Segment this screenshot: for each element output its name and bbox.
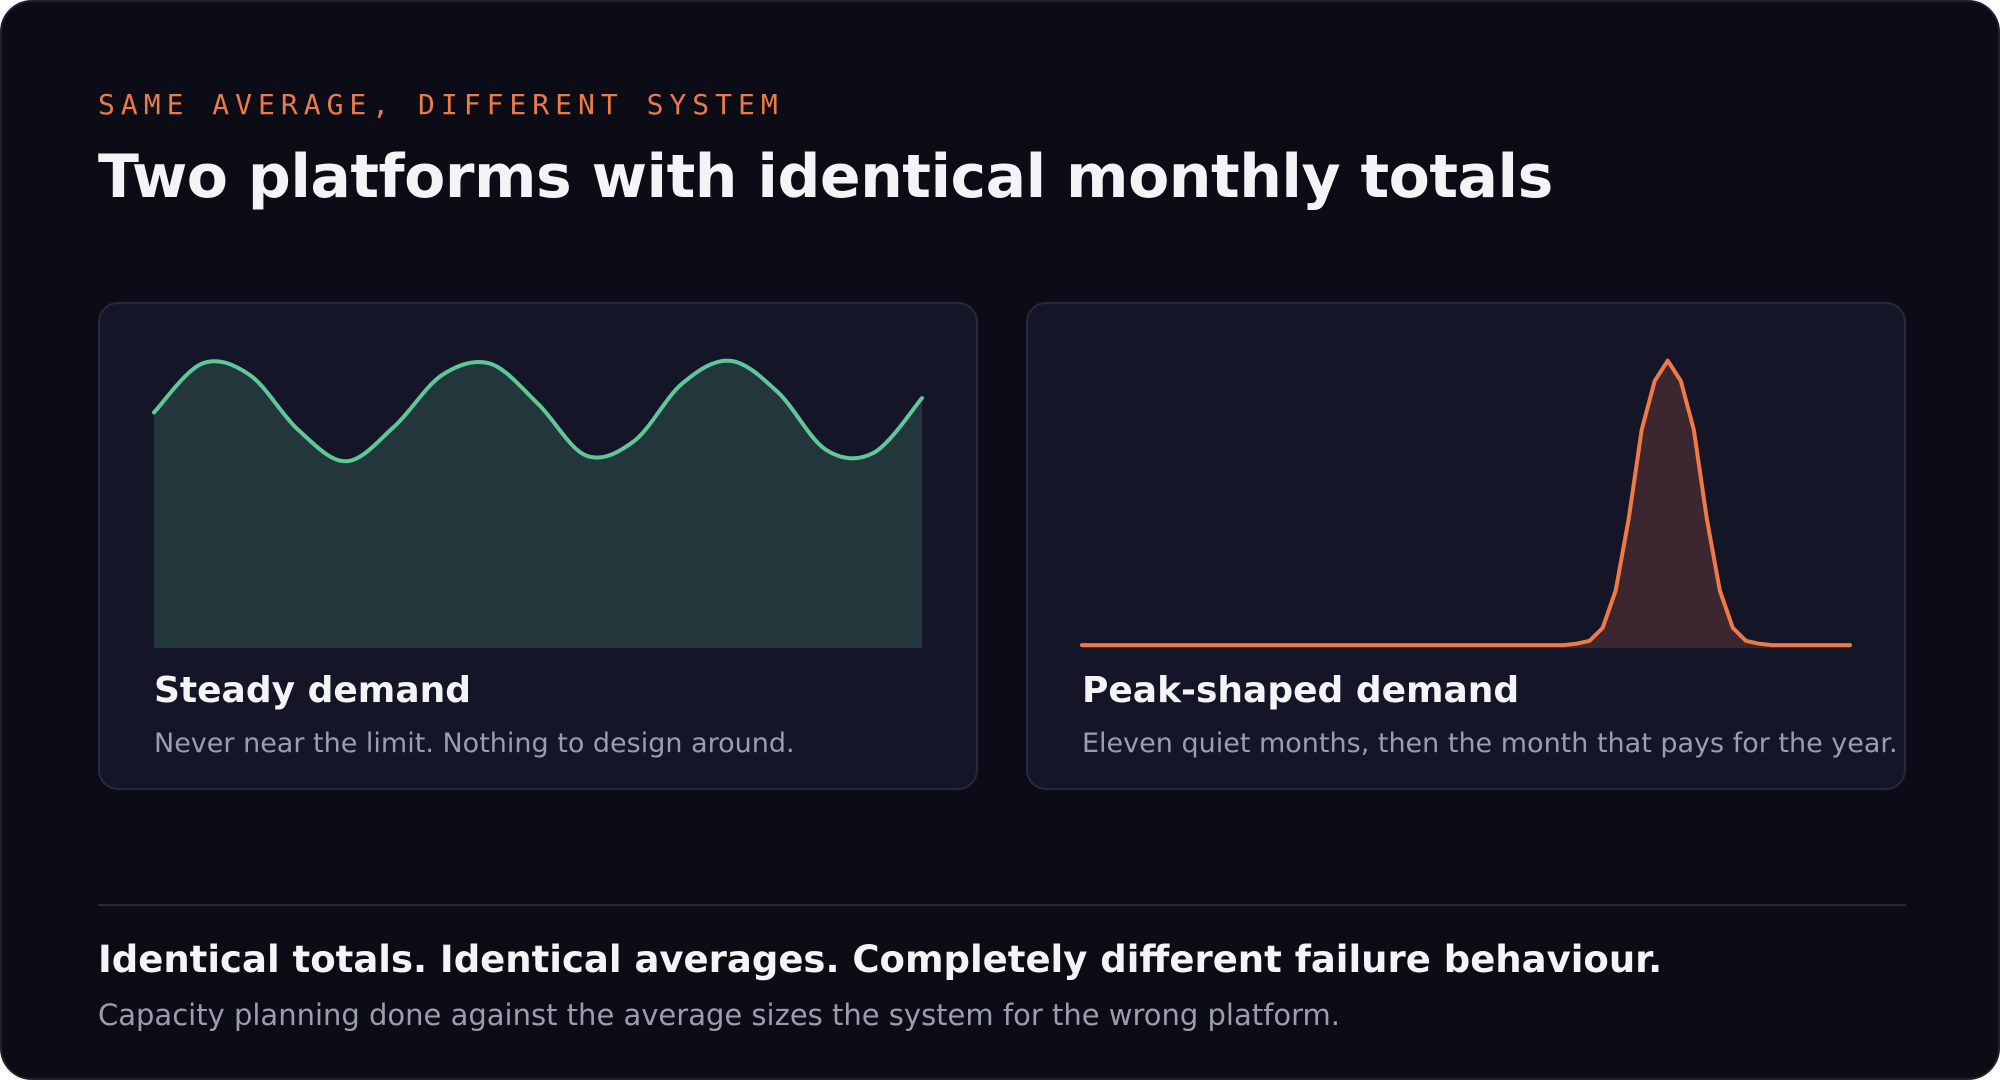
peak-demand-chart bbox=[1080, 358, 1852, 648]
divider bbox=[98, 904, 1906, 906]
card-subtitle: Eleven quiet months, then the month that… bbox=[1082, 728, 1898, 759]
steady-demand-chart bbox=[152, 358, 924, 648]
page-title: Two platforms with identical monthly tot… bbox=[98, 142, 1553, 212]
card-title: Peak-shaped demand bbox=[1082, 670, 1520, 711]
peak-demand-card: Peak-shaped demand Eleven quiet months, … bbox=[1026, 302, 1906, 790]
steady-demand-card: Steady demand Never near the limit. Noth… bbox=[98, 302, 978, 790]
eyebrow-label: SAME AVERAGE, DIFFERENT SYSTEM bbox=[98, 88, 784, 121]
card-title: Steady demand bbox=[154, 670, 472, 711]
peak-demand-area-fill bbox=[1082, 360, 1850, 648]
footer-subtext: Capacity planning done against the avera… bbox=[98, 998, 1340, 1032]
peak-demand-series-line bbox=[1080, 358, 1852, 648]
footer-headline: Identical totals. Identical averages. Co… bbox=[98, 938, 1663, 981]
steady-demand-area-fill bbox=[154, 360, 922, 648]
steady-demand-series-line bbox=[152, 358, 924, 464]
card-subtitle: Never near the limit. Nothing to design … bbox=[154, 728, 795, 759]
